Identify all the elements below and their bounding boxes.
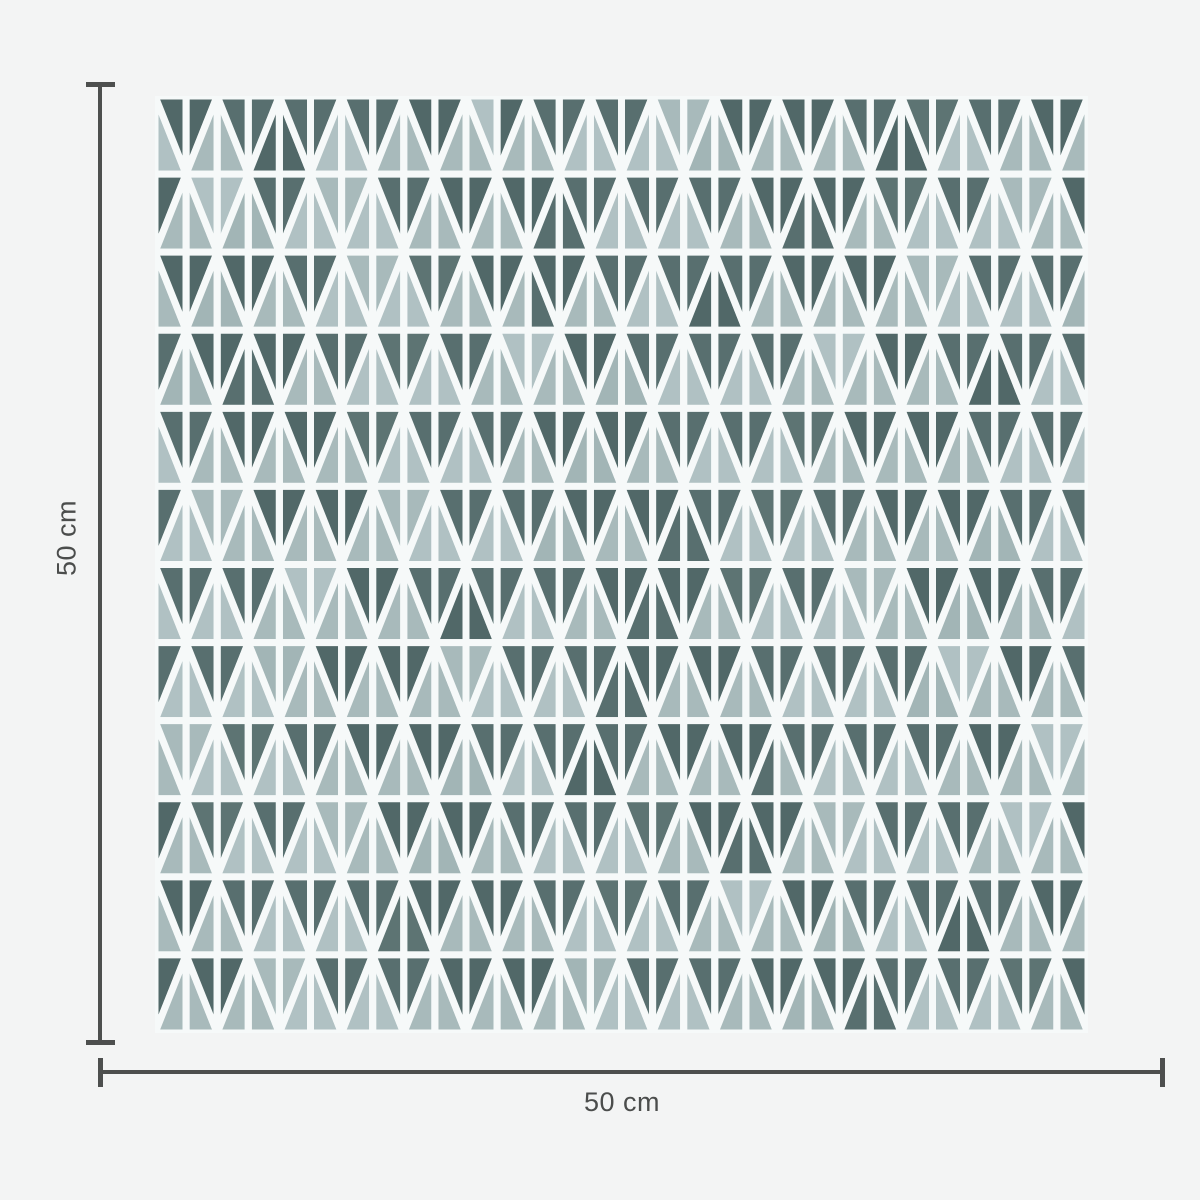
height-dimension-label: 50 cm [51,499,82,577]
height-dimension-cap-bottom [85,1039,115,1045]
height-dimension-line [98,84,102,1042]
tile-pattern-swatch [155,96,1088,1033]
width-dimension-label: 50 cm [583,1087,661,1117]
height-dimension-cap-top [85,81,115,87]
width-dimension-line [100,1070,1162,1074]
width-dimension-cap-right [1159,1057,1165,1087]
width-dimension-cap-left [97,1057,103,1087]
